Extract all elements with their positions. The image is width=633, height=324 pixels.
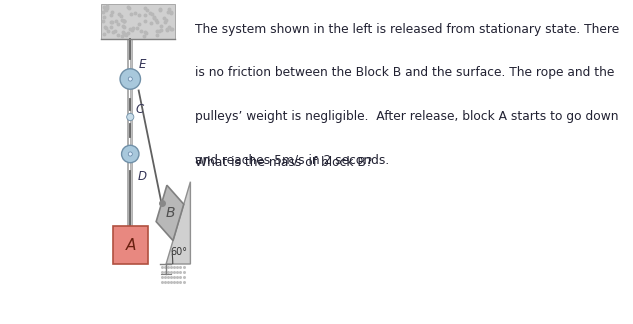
Circle shape [120, 69, 141, 89]
Polygon shape [166, 182, 191, 264]
Circle shape [128, 152, 132, 156]
Text: and reaches 5m/s in 2 seconds.: and reaches 5m/s in 2 seconds. [195, 154, 389, 167]
Polygon shape [156, 185, 184, 241]
Bar [130, 39, 132, 229]
Text: 60°: 60° [170, 247, 187, 257]
Circle shape [127, 113, 134, 121]
Circle shape [128, 77, 132, 81]
Text: D: D [138, 169, 147, 182]
Text: pulleys’ weight is negligible.  After release, block A starts to go down: pulleys’ weight is negligible. After rel… [195, 110, 618, 123]
Text: C: C [135, 103, 144, 116]
Bar [113, 226, 148, 264]
Text: The system shown in the left is released from stationary state. There: The system shown in the left is released… [195, 23, 619, 36]
Text: E: E [139, 59, 146, 72]
Text: B: B [165, 206, 175, 220]
Text: A: A [125, 237, 136, 252]
Bar [101, 4, 175, 39]
Circle shape [122, 145, 139, 163]
Text: What is the mass of block B?: What is the mass of block B? [195, 156, 372, 168]
Bar [127, 39, 128, 229]
Text: is no friction between the Block B and the surface. The rope and the: is no friction between the Block B and t… [195, 66, 614, 79]
